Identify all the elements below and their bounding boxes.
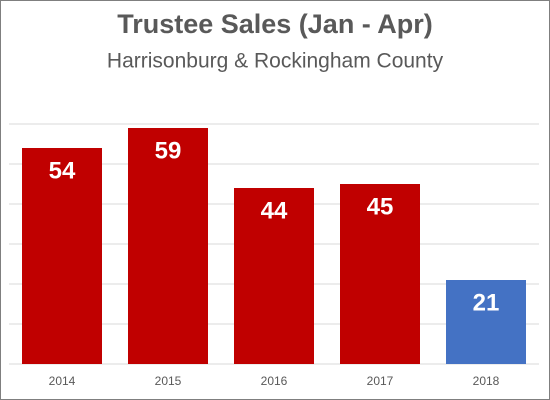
- bar: [128, 128, 208, 364]
- bar: [340, 184, 420, 364]
- data-label: 44: [261, 197, 288, 224]
- x-tick-label: 2014: [49, 374, 76, 388]
- chart-subtitle: Harrisonburg & Rockingham County: [107, 50, 444, 73]
- data-label: 59: [155, 137, 182, 164]
- data-label: 45: [367, 193, 394, 220]
- bar: [22, 148, 102, 364]
- data-label: 21: [473, 289, 500, 316]
- x-tick-label: 2017: [367, 374, 394, 388]
- x-tick-label: 2018: [473, 374, 500, 388]
- chart-title: Trustee Sales (Jan - Apr): [117, 9, 433, 39]
- data-label: 54: [49, 157, 76, 184]
- bar: [446, 280, 526, 364]
- x-tick-label: 2015: [155, 374, 182, 388]
- bar: [234, 188, 314, 364]
- x-tick-label: 2016: [261, 374, 288, 388]
